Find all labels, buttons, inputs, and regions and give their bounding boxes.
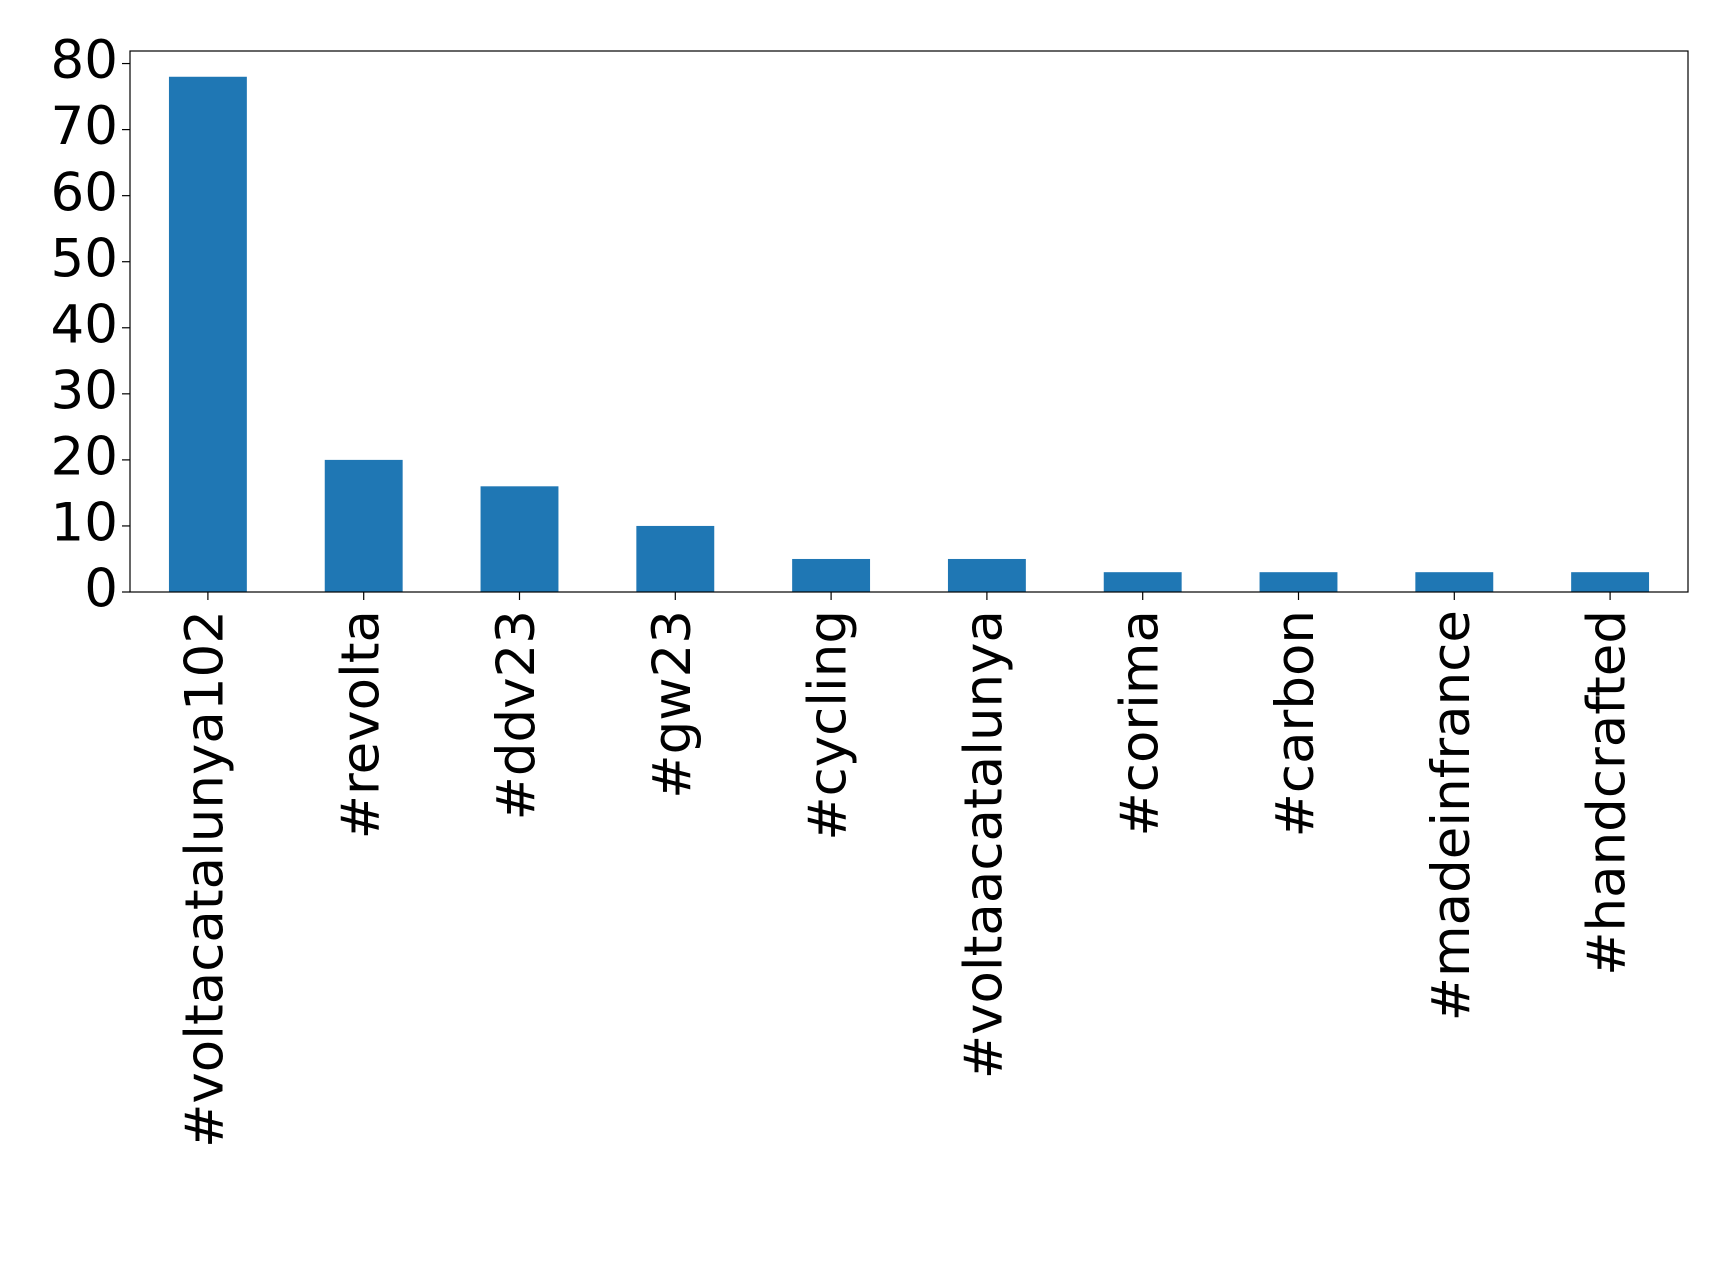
bar (947, 558, 1026, 592)
x-tick-label: #handcrafted (1577, 610, 1638, 976)
bar (1103, 572, 1182, 592)
bar (1415, 572, 1494, 592)
x-tick-label: #voltaacatalunya (954, 610, 1015, 1079)
bar (792, 558, 871, 592)
x-tick-label: #voltacatalunya102 (175, 610, 236, 1148)
x-tick-label: #gw23 (642, 610, 703, 799)
y-tick-label: 50 (51, 228, 118, 289)
bar (480, 486, 559, 592)
plot-frame (129, 50, 1689, 593)
bar (168, 76, 247, 592)
x-tick-label: #cycling (798, 610, 859, 841)
bar (636, 525, 715, 592)
x-tick-label: #madeinfrance (1421, 610, 1482, 1021)
y-tick-label: 60 (51, 162, 118, 223)
bar (1259, 572, 1338, 592)
x-tick-label: #carbon (1265, 610, 1326, 837)
y-tick-label: 0 (84, 559, 118, 620)
x-tick-label: #revolta (330, 610, 391, 839)
bar (1571, 572, 1650, 592)
y-tick-label: 80 (51, 30, 118, 91)
y-tick-label: 20 (51, 427, 118, 488)
y-tick-label: 30 (51, 360, 118, 421)
y-tick-label: 40 (51, 294, 118, 355)
bar (324, 459, 403, 592)
x-tick-label: #corima (1109, 610, 1170, 837)
y-tick-label: 10 (51, 493, 118, 554)
x-tick-label: #ddv23 (486, 610, 547, 821)
y-tick-label: 70 (51, 96, 118, 157)
